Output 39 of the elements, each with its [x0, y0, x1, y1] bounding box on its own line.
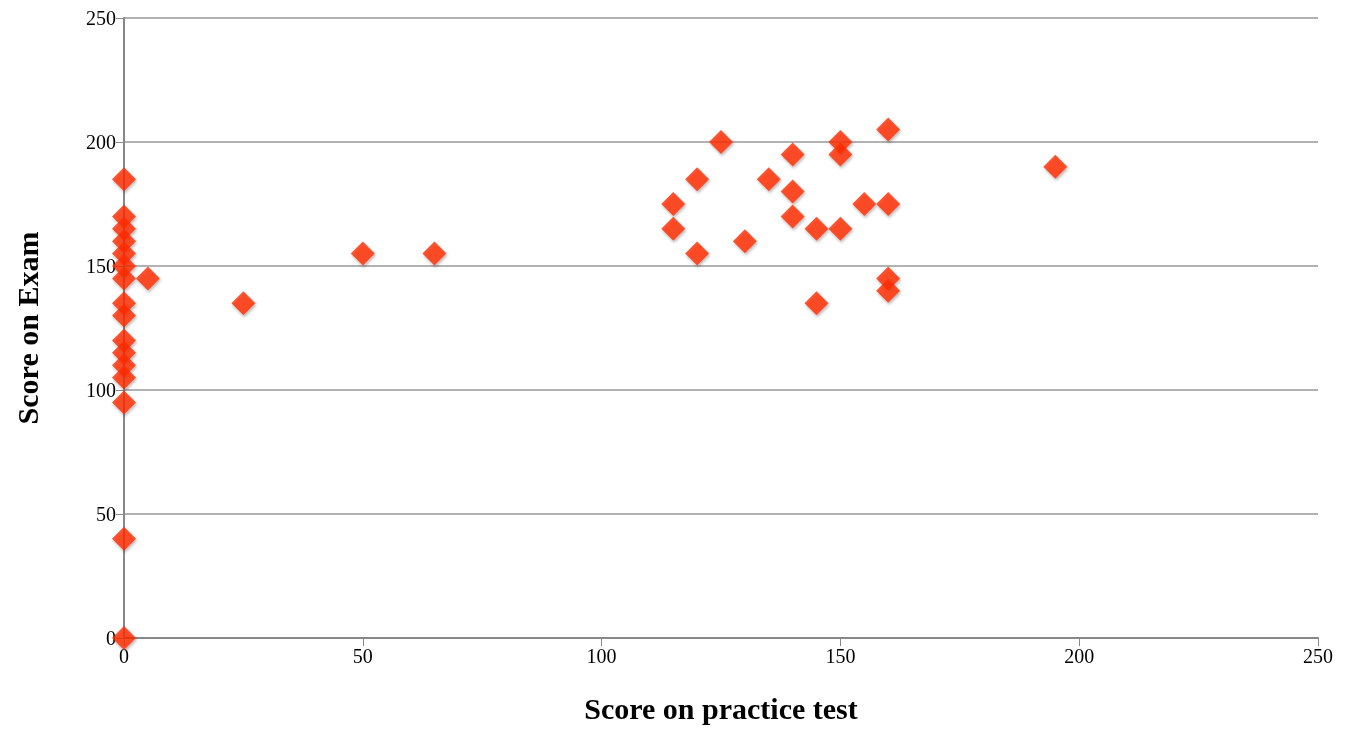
x-axis-title: Score on practice test [584, 691, 858, 725]
point [804, 291, 829, 316]
point [756, 167, 781, 192]
point [732, 229, 757, 254]
y-tick-label: 250 [86, 7, 116, 29]
x-tick-label: 200 [1064, 645, 1095, 667]
point [876, 192, 901, 216]
point [780, 179, 805, 204]
point [828, 216, 853, 241]
x-tick-label: 50 [352, 645, 373, 667]
point [685, 241, 710, 266]
point [1043, 154, 1068, 179]
point [876, 278, 901, 303]
y-axis-title: Score on Exam [10, 231, 44, 425]
point [112, 167, 136, 192]
x-tick-label: 250 [1303, 645, 1333, 667]
point [804, 216, 829, 241]
point [231, 291, 256, 316]
point [780, 204, 805, 229]
point [112, 526, 136, 551]
point [709, 130, 733, 154]
y-tick-label: 150 [86, 255, 116, 277]
point [780, 142, 805, 167]
point [661, 216, 686, 241]
y-tick-label: 50 [96, 503, 116, 525]
x-tick-label: 100 [586, 645, 617, 667]
point [876, 117, 901, 142]
point [135, 266, 160, 291]
point [852, 192, 877, 216]
y-tick-label: 200 [86, 131, 116, 153]
x-tick-label: 150 [825, 645, 856, 667]
point [422, 241, 447, 266]
point [685, 167, 710, 192]
point [828, 142, 853, 167]
y-tick-label: 0 [106, 627, 116, 649]
point [661, 192, 686, 216]
y-tick-label: 100 [86, 379, 116, 401]
point [112, 303, 136, 328]
point [350, 241, 375, 266]
